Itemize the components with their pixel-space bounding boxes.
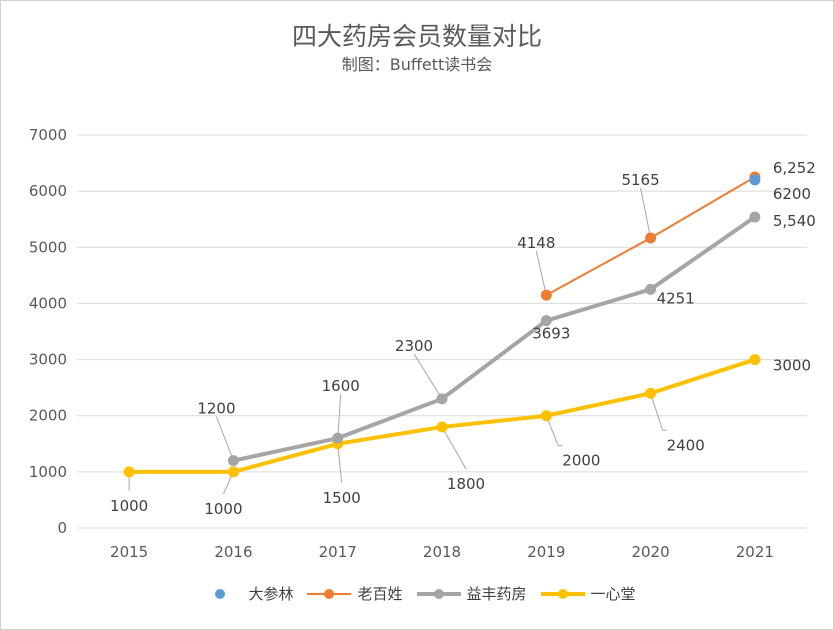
data-label: 1200	[197, 400, 235, 418]
leader-line	[215, 416, 234, 461]
data-point-3	[123, 466, 135, 478]
legend: 大参林 老百姓 益丰药房 一心堂	[1, 583, 833, 604]
chart-subtitle: 制图：Buffett读书会	[341, 55, 493, 74]
legend-item-dashenlin[interactable]: 大参林	[198, 583, 293, 604]
data-point-3	[645, 387, 657, 399]
x-tick-label: 2021	[736, 543, 774, 561]
data-label: 6200	[773, 185, 811, 203]
data-label: 2000	[562, 452, 600, 470]
y-tick-label: 6000	[29, 182, 67, 200]
data-label: 1000	[110, 497, 148, 515]
x-tick-label: 2019	[527, 543, 565, 561]
data-point-2	[645, 283, 657, 295]
data-point-0	[749, 174, 761, 186]
data-point-3	[749, 354, 761, 366]
data-label: 4251	[657, 289, 695, 307]
data-label: 6,252	[773, 159, 816, 177]
x-tick-label: 2020	[631, 543, 669, 561]
y-tick-label: 5000	[29, 238, 67, 256]
leader-line	[650, 393, 667, 431]
legend-item-yixintang[interactable]: 一心堂	[540, 583, 636, 604]
data-label: 1500	[323, 489, 361, 507]
data-point-3	[436, 421, 448, 433]
data-label: 1000	[204, 500, 242, 518]
data-label: 5165	[621, 171, 659, 189]
leader-line	[640, 187, 652, 239]
data-label: 3000	[773, 357, 811, 375]
legend-item-laobaixing[interactable]: 老百姓	[307, 583, 403, 604]
data-label: 2400	[667, 436, 705, 454]
leader-line	[545, 415, 563, 447]
x-tick-label: 2017	[319, 543, 357, 561]
y-tick-label: 2000	[29, 407, 67, 425]
chart-title: 四大药房会员数量对比	[291, 22, 542, 51]
legend-marker-icon	[433, 588, 444, 599]
data-point-1	[645, 232, 657, 244]
data-point-3	[540, 410, 552, 422]
legend-marker-icon	[324, 588, 335, 599]
x-tick-label: 2018	[423, 543, 461, 561]
data-label: 3693	[532, 325, 570, 343]
data-point-1	[540, 289, 552, 301]
data-label: 5,540	[773, 212, 816, 230]
x-tick-label: 2015	[110, 543, 148, 561]
legend-swatch-icon	[416, 587, 461, 601]
leader-line	[337, 443, 343, 483]
series-line-2	[233, 215, 756, 463]
leader-line	[441, 426, 467, 470]
legend-label: 益丰药房	[466, 585, 527, 603]
legend-swatch-icon	[307, 587, 352, 601]
data-label: 4148	[517, 234, 555, 252]
data-point-2	[436, 393, 448, 405]
data-label: 2300	[395, 337, 433, 355]
legend-label: 大参林	[248, 585, 294, 603]
legend-marker-icon	[215, 588, 226, 599]
data-point-2	[227, 455, 239, 467]
y-tick-label: 0	[57, 519, 67, 537]
y-tick-label: 1000	[29, 463, 67, 481]
legend-item-yifeng[interactable]: 益丰药房	[416, 583, 527, 604]
data-point-2	[749, 211, 761, 223]
data-point-2	[540, 315, 552, 327]
y-tick-label: 4000	[29, 294, 67, 312]
y-tick-label: 3000	[29, 351, 67, 369]
x-tick-label: 2016	[214, 543, 252, 561]
legend-swatch-icon	[198, 587, 242, 601]
legend-label: 老百姓	[357, 585, 403, 603]
leader-line	[535, 251, 547, 296]
legend-swatch-icon	[540, 587, 585, 601]
data-label: 1600	[322, 377, 360, 395]
legend-marker-icon	[557, 588, 568, 599]
y-tick-label: 7000	[29, 126, 67, 144]
data-point-2	[332, 432, 344, 444]
leader-line	[413, 353, 443, 400]
data-point-3	[227, 466, 239, 478]
leader-line	[337, 394, 342, 439]
data-label: 1800	[447, 475, 485, 493]
legend-label: 一心堂	[590, 585, 636, 603]
